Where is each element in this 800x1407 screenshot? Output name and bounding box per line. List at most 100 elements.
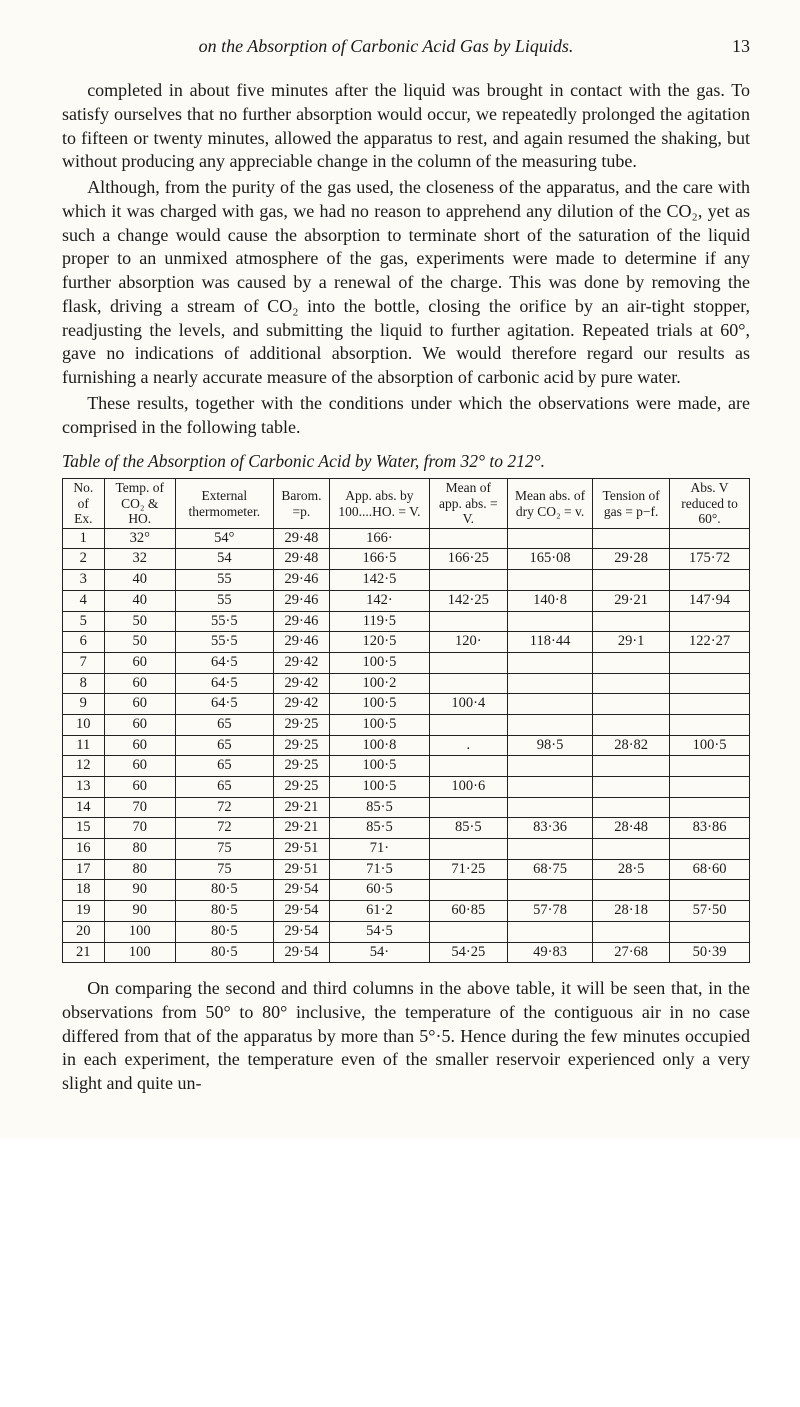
table-cell: 71·5: [330, 859, 430, 880]
table-cell: 29·46: [273, 590, 329, 611]
table-cell: 60·85: [429, 901, 507, 922]
table-cell: [593, 611, 670, 632]
table-cell: 8: [63, 673, 105, 694]
table-cell: [670, 673, 750, 694]
table-cell: 60: [104, 652, 175, 673]
table-cell: 55: [175, 590, 273, 611]
closing-paragraph: On comparing the second and third column…: [62, 977, 750, 1096]
table-cell: 29·46: [273, 632, 329, 653]
table-cell: 29·54: [273, 942, 329, 963]
table-cell: [507, 756, 592, 777]
table-cell: [593, 673, 670, 694]
table-cell: 142·25: [429, 590, 507, 611]
table-cell: [593, 880, 670, 901]
table-cell: 55: [175, 570, 273, 591]
running-title: on the Absorption of Carbonic Acid Gas b…: [62, 36, 710, 57]
table-cell: [593, 797, 670, 818]
table-cell: [670, 652, 750, 673]
table-cell: 57·78: [507, 901, 592, 922]
table-cell: [593, 694, 670, 715]
table-cell: 65: [175, 714, 273, 735]
table-cell: 9: [63, 694, 105, 715]
table-cell: 90: [104, 880, 175, 901]
table-cell: [670, 880, 750, 901]
table-cell: 29·42: [273, 673, 329, 694]
table-cell: 64·5: [175, 673, 273, 694]
table-cell: 100·4: [429, 694, 507, 715]
table-cell: 54°: [175, 528, 273, 549]
col-temp: Temp. of CO₂ & HO.: [104, 479, 175, 529]
table-cell: 71·: [330, 839, 430, 860]
table-cell: [507, 839, 592, 860]
table-cell: 61·2: [330, 901, 430, 922]
table-cell: 29·51: [273, 859, 329, 880]
table-cell: 49·83: [507, 942, 592, 963]
table-cell: 80·5: [175, 901, 273, 922]
table-cell: [670, 611, 750, 632]
table-cell: 3: [63, 570, 105, 591]
table-cell: 54·: [330, 942, 430, 963]
table-cell: 85·5: [330, 818, 430, 839]
table-cell: 140·8: [507, 590, 592, 611]
table-row: 189080·529·5460·5: [63, 880, 750, 901]
table-cell: [593, 756, 670, 777]
table-cell: 29·21: [273, 797, 329, 818]
table-cell: 100: [104, 921, 175, 942]
table-row: 15707229·2185·585·583·3628·4883·86: [63, 818, 750, 839]
table-cell: 54·25: [429, 942, 507, 963]
table-cell: 100·5: [330, 652, 430, 673]
table-cell: [507, 652, 592, 673]
table-cell: 50: [104, 611, 175, 632]
table-cell: 80: [104, 839, 175, 860]
table-cell: 18: [63, 880, 105, 901]
table-cell: 85·5: [429, 818, 507, 839]
table-cell: [507, 714, 592, 735]
table-cell: 27·68: [593, 942, 670, 963]
table-cell: 75: [175, 859, 273, 880]
table-cell: 13: [63, 777, 105, 798]
table-cell: 80: [104, 859, 175, 880]
table-cell: 142·: [330, 590, 430, 611]
table-cell: 29·48: [273, 528, 329, 549]
table-row: 11606529·25100·8.98·528·82100·5: [63, 735, 750, 756]
table-cell: 72: [175, 818, 273, 839]
table-cell: .: [429, 735, 507, 756]
table-cell: [593, 652, 670, 673]
table-cell: 175·72: [670, 549, 750, 570]
table-cell: 65: [175, 735, 273, 756]
table-row: 4405529·46142·142·25140·829·21147·94: [63, 590, 750, 611]
table-cell: 55·5: [175, 611, 273, 632]
table-cell: 165·08: [507, 549, 592, 570]
table-cell: 60: [104, 673, 175, 694]
table-cell: [670, 777, 750, 798]
table-cell: [670, 797, 750, 818]
table-cell: 5: [63, 611, 105, 632]
table-row: 3405529·46142·5: [63, 570, 750, 591]
table-cell: 72: [175, 797, 273, 818]
table-cell: [429, 756, 507, 777]
table-cell: [507, 880, 592, 901]
table-cell: 71·25: [429, 859, 507, 880]
table-cell: 118·44: [507, 632, 592, 653]
table-cell: 60: [104, 735, 175, 756]
table-cell: 6: [63, 632, 105, 653]
table-cell: 21: [63, 942, 105, 963]
table-cell: 100·5: [670, 735, 750, 756]
table-cell: 4: [63, 590, 105, 611]
table-cell: 29·48: [273, 549, 329, 570]
table-row: 2110080·529·5454·54·2549·8327·6850·39: [63, 942, 750, 963]
table-cell: 100·5: [330, 714, 430, 735]
table-cell: 40: [104, 570, 175, 591]
table-cell: 40: [104, 590, 175, 611]
table-cell: [670, 694, 750, 715]
table-cell: 28·48: [593, 818, 670, 839]
table-cell: 29·46: [273, 570, 329, 591]
table-cell: [429, 611, 507, 632]
table-cell: 85·5: [330, 797, 430, 818]
table-cell: 70: [104, 797, 175, 818]
col-mean-app: Mean of app. abs. = V.: [429, 479, 507, 529]
table-cell: 98·5: [507, 735, 592, 756]
table-cell: 29·28: [593, 549, 670, 570]
table-cell: 17: [63, 859, 105, 880]
paragraph-3: These results, together with the conditi…: [62, 392, 750, 440]
